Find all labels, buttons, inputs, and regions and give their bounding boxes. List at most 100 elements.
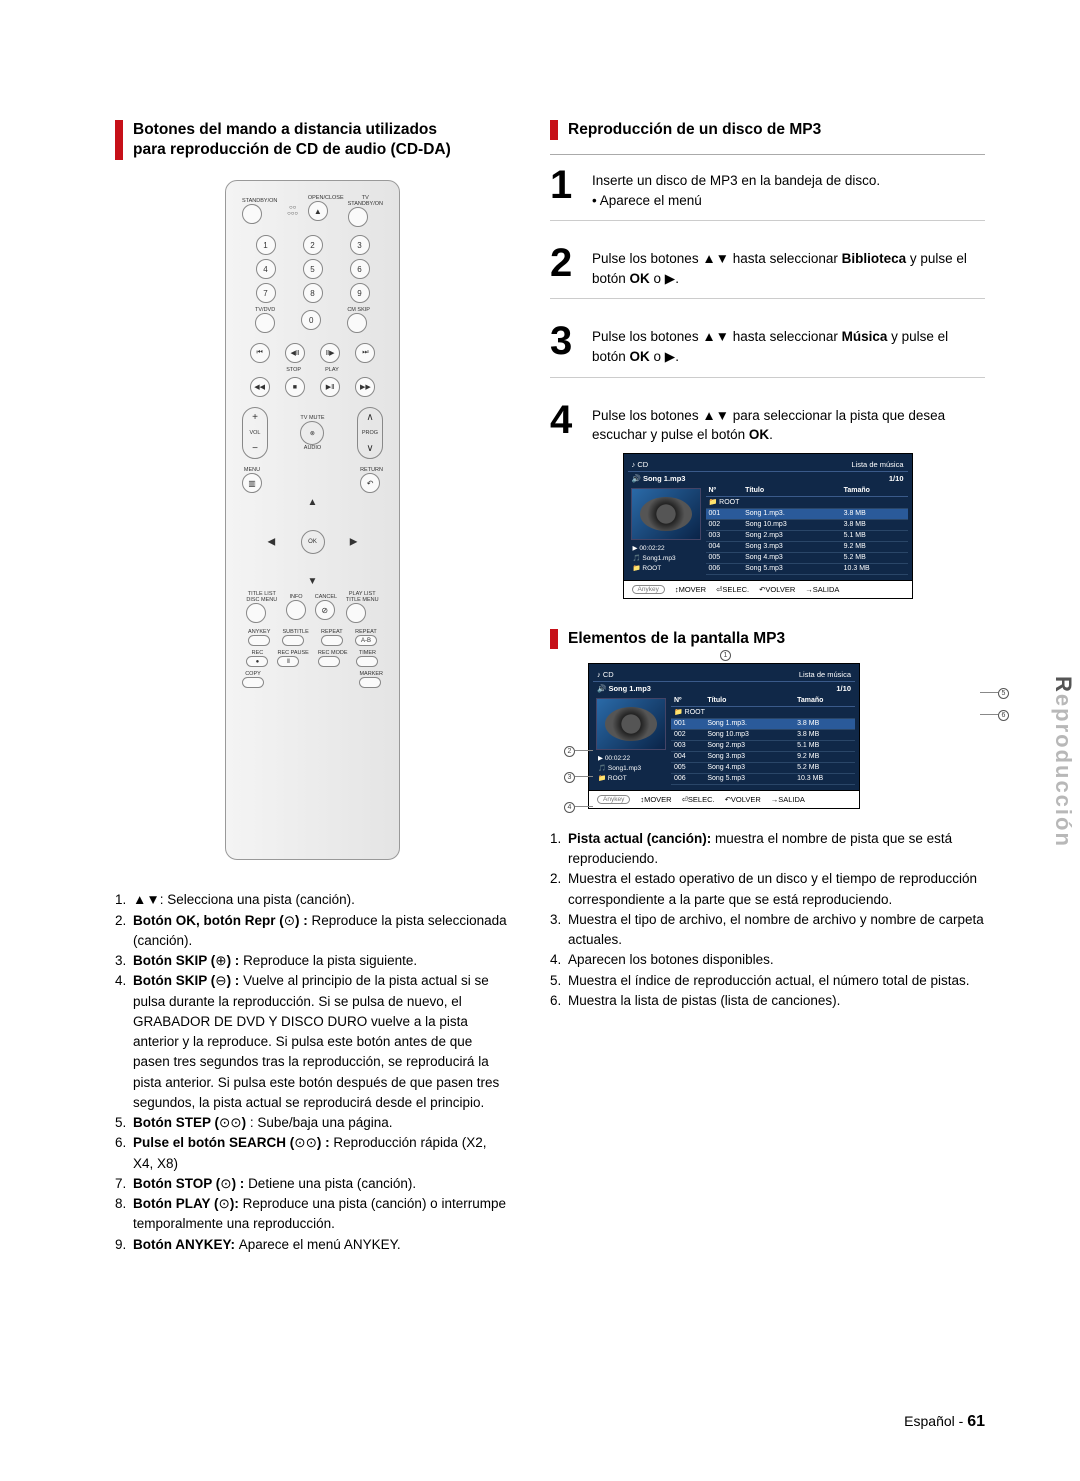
digit-7[interactable]: 7 [256,283,276,303]
repeat-ab-button[interactable]: A-B [355,635,377,646]
search-back-button[interactable]: ◀◀ [250,377,270,397]
volume-rocker[interactable]: +VOL− [242,407,268,459]
anykey-button[interactable] [248,635,270,646]
arrow-right-icon: ▶ [350,537,358,548]
step-fwd-button[interactable]: Ⅱ▶ [320,343,340,363]
foot-mover: MOVER [644,795,672,804]
row-root: ROOT [719,499,739,506]
title-list-button[interactable] [246,603,266,623]
cell: Song 10.mp3 [704,729,794,740]
li-5-text: : Sube/baja una página. [250,1115,393,1130]
step-num-3: 3 [550,325,580,357]
ms-now: Song 1.mp3 [643,474,686,483]
d5: Muestra el índice de reproducción actual… [568,971,985,991]
skip-prev-button[interactable]: ⏮ [250,343,270,363]
dpad[interactable]: ▲ ▼ ◀ ▶ OK [268,497,358,587]
ms-left-song: Song1.mp3 [608,765,641,772]
digit-5[interactable]: 5 [303,259,323,279]
digit-4[interactable]: 4 [256,259,276,279]
label-timer: TIMER [356,650,378,656]
cell: 003 [706,530,743,541]
digit-3[interactable]: 3 [350,235,370,255]
digit-2[interactable]: 2 [303,235,323,255]
li-8-sep: ): [230,1196,243,1211]
step-num-1: 1 [550,169,580,201]
d6: Muestra la lista de pistas (lista de can… [568,991,985,1011]
label-tvstandby: TV STANDBY/ON [348,195,383,207]
digit-1[interactable]: 1 [256,235,276,255]
cell: 004 [706,541,743,552]
subtitle-button[interactable] [282,635,304,646]
digit-0[interactable]: 0 [301,310,321,330]
col-s: Tamaño [794,695,855,707]
ok-button[interactable]: OK [301,530,325,554]
callout-5: 5 [998,688,1009,699]
mute-button[interactable]: ⊗ [300,421,324,445]
label-play-list: PLAY LIST TITLE MENU [346,591,379,603]
recpause-button[interactable]: Ⅱ [277,656,299,667]
d4: Aparecen los botones disponibles. [568,950,985,970]
ms-time: 00:02:22 [605,755,630,762]
cell: 006 [671,773,704,784]
cell: Song 2.mp3 [742,530,841,541]
cell: 10.3 MB [841,563,908,574]
cell: Song 1.mp3. [742,508,841,519]
tvstandby-button[interactable] [348,207,368,227]
cell: Song 4.mp3 [742,552,841,563]
menu-button[interactable]: ▥ [242,473,262,493]
li-7-bold: Botón STOP ( [133,1176,220,1191]
rec-button[interactable]: ● [246,656,268,667]
album-thumb-icon [631,488,701,540]
cell: 3.8 MB [841,508,908,519]
callout-6: 6 [998,710,1009,721]
standby-button[interactable] [242,204,262,224]
play-list-button[interactable] [346,603,366,623]
return-button[interactable]: ↶ [360,473,380,493]
info-button[interactable] [286,600,306,620]
digit-8[interactable]: 8 [303,283,323,303]
label-tvdvd: TV/DVD [255,307,275,313]
marker-button[interactable] [359,677,381,688]
play-button[interactable]: ▶Ⅱ [320,377,340,397]
timer-button[interactable] [356,656,378,667]
foot-salida: SALIDA [813,585,840,594]
repeat-button[interactable] [321,635,343,646]
label-info: INFO [286,594,306,600]
ms-index: 1/10 [889,474,904,483]
music-table: NºTítuloTamaño 📁 ROOT 001Song 1.mp3.3.8 … [706,485,908,575]
skip-next-button[interactable]: ⏭ [355,343,375,363]
label-play: PLAY [325,367,339,373]
ms-cd: CD [603,670,614,679]
copy-button[interactable] [242,677,264,688]
li-5-bold: Botón STEP ( [133,1115,219,1130]
cell: 5.1 MB [794,740,855,751]
label-prog: PROG [362,430,378,436]
label-menu: MENU [242,467,262,473]
label-audio: AUDIO [300,445,324,451]
digit-9[interactable]: 9 [350,283,370,303]
step-3-b: Música [842,329,888,344]
foot-volver: VOLVER [765,585,795,594]
step-back-button[interactable]: ◀Ⅱ [285,343,305,363]
label-subtitle: SUBTITLE [282,629,308,635]
ms-left-root: ROOT [642,565,661,572]
li-4-text: Vuelve al principio de la pista actual s… [133,973,499,1110]
step-1-text: Inserte un disco de MP3 en la bandeja de… [592,173,880,188]
cell: Song 1.mp3. [704,718,794,729]
footer-lang: Español - [904,1413,967,1429]
foot-volver: VOLVER [731,795,761,804]
label-anykey: ANYKEY [248,629,270,635]
ms-cd: CD [637,460,648,469]
prog-rocker[interactable]: ∧PROG∨ [357,407,383,459]
cell: 006 [706,563,743,574]
tvdvd-button[interactable] [255,313,275,333]
recmode-button[interactable] [318,656,340,667]
stop-button[interactable]: ■ [285,377,305,397]
cancel-button[interactable]: ⊘ [315,600,335,620]
digit-6[interactable]: 6 [350,259,370,279]
callout-4: 4 [564,802,575,813]
cmskip-button[interactable] [347,313,367,333]
page-footer: Español - 61 [904,1413,985,1431]
openclose-button[interactable]: ▲ [308,201,328,221]
search-fwd-button[interactable]: ▶▶ [355,377,375,397]
